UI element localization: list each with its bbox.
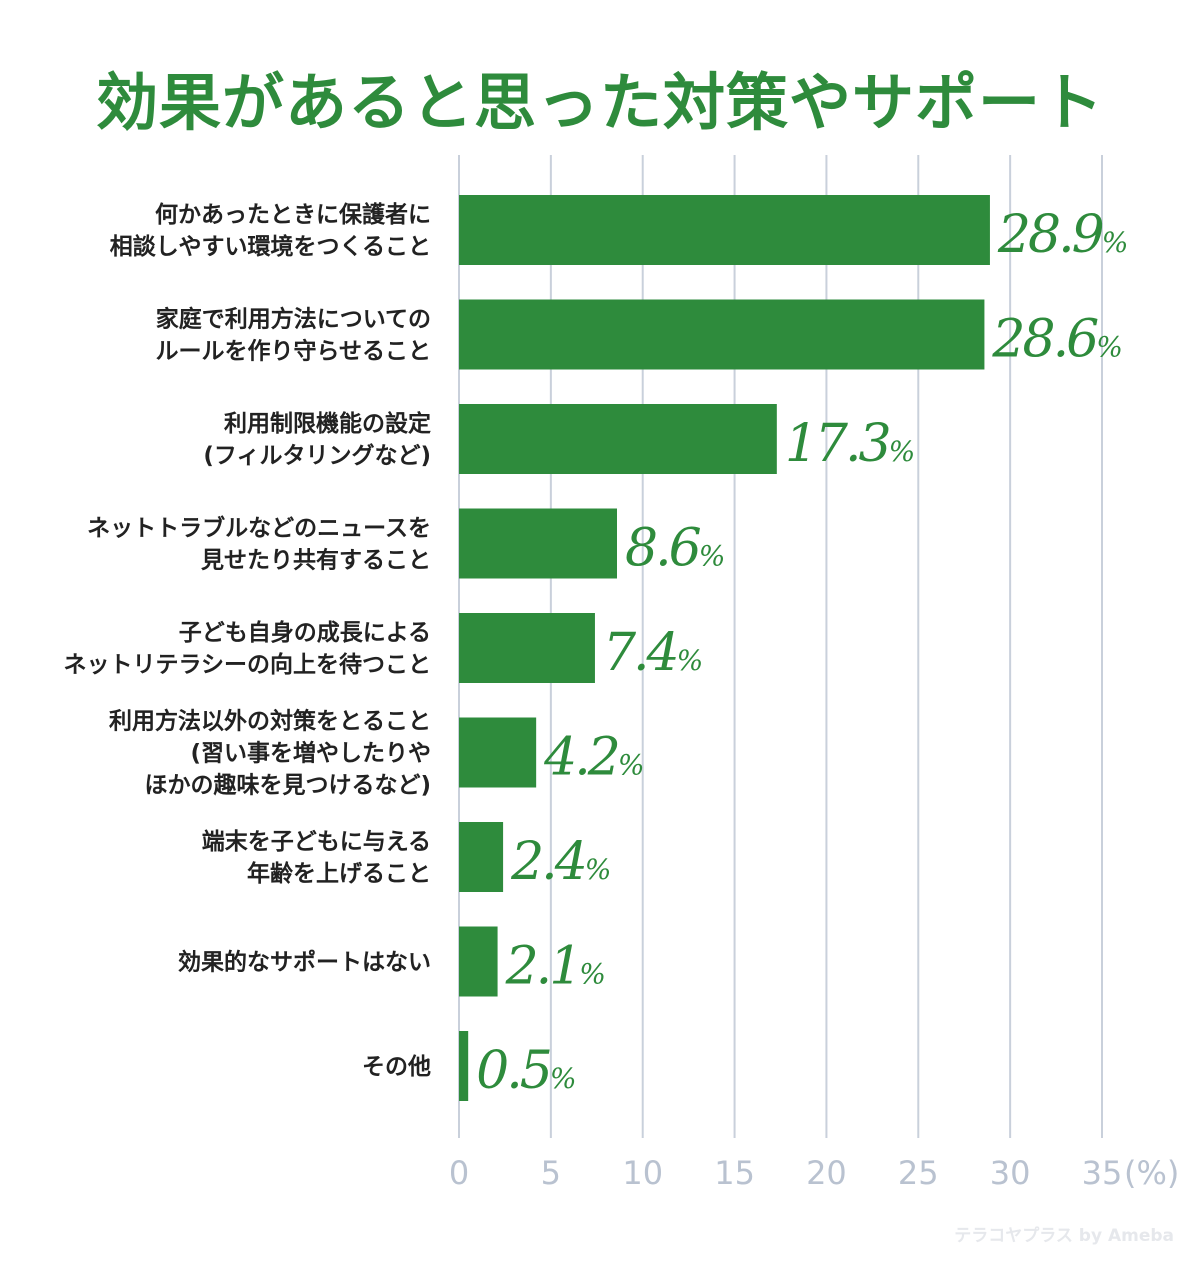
x-tick-label: 5 [541, 1154, 561, 1192]
chart-title: 効果があると思った対策やサポート [95, 66, 1104, 139]
bar [459, 195, 990, 265]
bar [459, 613, 595, 683]
data-label: 17.3% [785, 414, 915, 474]
x-tick-label: 25 [898, 1154, 939, 1192]
x-tick-label: 35 [1082, 1154, 1123, 1192]
category-label: (フィルタリングなど) [203, 442, 431, 469]
data-label: 28.6% [991, 310, 1122, 370]
category-label: その他 [362, 1054, 431, 1080]
data-label: 2.4% [510, 832, 611, 892]
category-label: 年齢を上げること [247, 860, 431, 887]
category-label: 利用制限機能の設定 [224, 410, 431, 437]
x-tick-label: 10 [622, 1154, 663, 1192]
data-label: 8.6% [625, 519, 725, 579]
category-label: 家庭で利用方法についての [156, 306, 431, 333]
category-label: 子ども自身の成長による [179, 619, 431, 646]
category-label: 何かあったときに保護者に [155, 201, 431, 228]
category-label: 利用方法以外の対策をとること [109, 708, 431, 735]
data-label: 28.9% [997, 205, 1128, 265]
bar [459, 822, 504, 892]
x-tick-label: 15 [714, 1154, 755, 1192]
bar [459, 508, 617, 579]
category-label: 端末を子どもに与える [202, 829, 431, 855]
x-tick-label: 30 [990, 1154, 1031, 1192]
x-unit-label: (%) [1124, 1154, 1179, 1192]
category-label: ネットリテラシーの向上を待つこと [63, 651, 431, 678]
data-label: 0.5% [476, 1041, 576, 1101]
category-label: ネットトラブルなどのニュースを [87, 515, 431, 542]
data-label: 7.4% [603, 623, 703, 683]
data-label: 2.1% [505, 937, 606, 997]
category-label: ほかの趣味を見つけるなど) [144, 773, 431, 799]
category-label: ルールを作り守らせること [155, 338, 431, 365]
bar [459, 926, 498, 997]
category-label: (習い事を増やしたりや [190, 740, 431, 767]
bar [459, 717, 537, 788]
bar [459, 299, 985, 370]
watermark: テラコヤプラス by Ameba [954, 1226, 1174, 1246]
data-label: 4.2% [543, 728, 644, 788]
category-label: 効果的なサポートはない [178, 949, 431, 976]
bar [459, 1031, 469, 1101]
x-tick-label: 20 [806, 1154, 847, 1192]
bar [459, 404, 777, 474]
category-label: 見せたり共有すること [201, 547, 431, 574]
category-label: 相談しやすい環境をつくること [110, 233, 431, 260]
x-tick-label: 0 [449, 1154, 469, 1192]
